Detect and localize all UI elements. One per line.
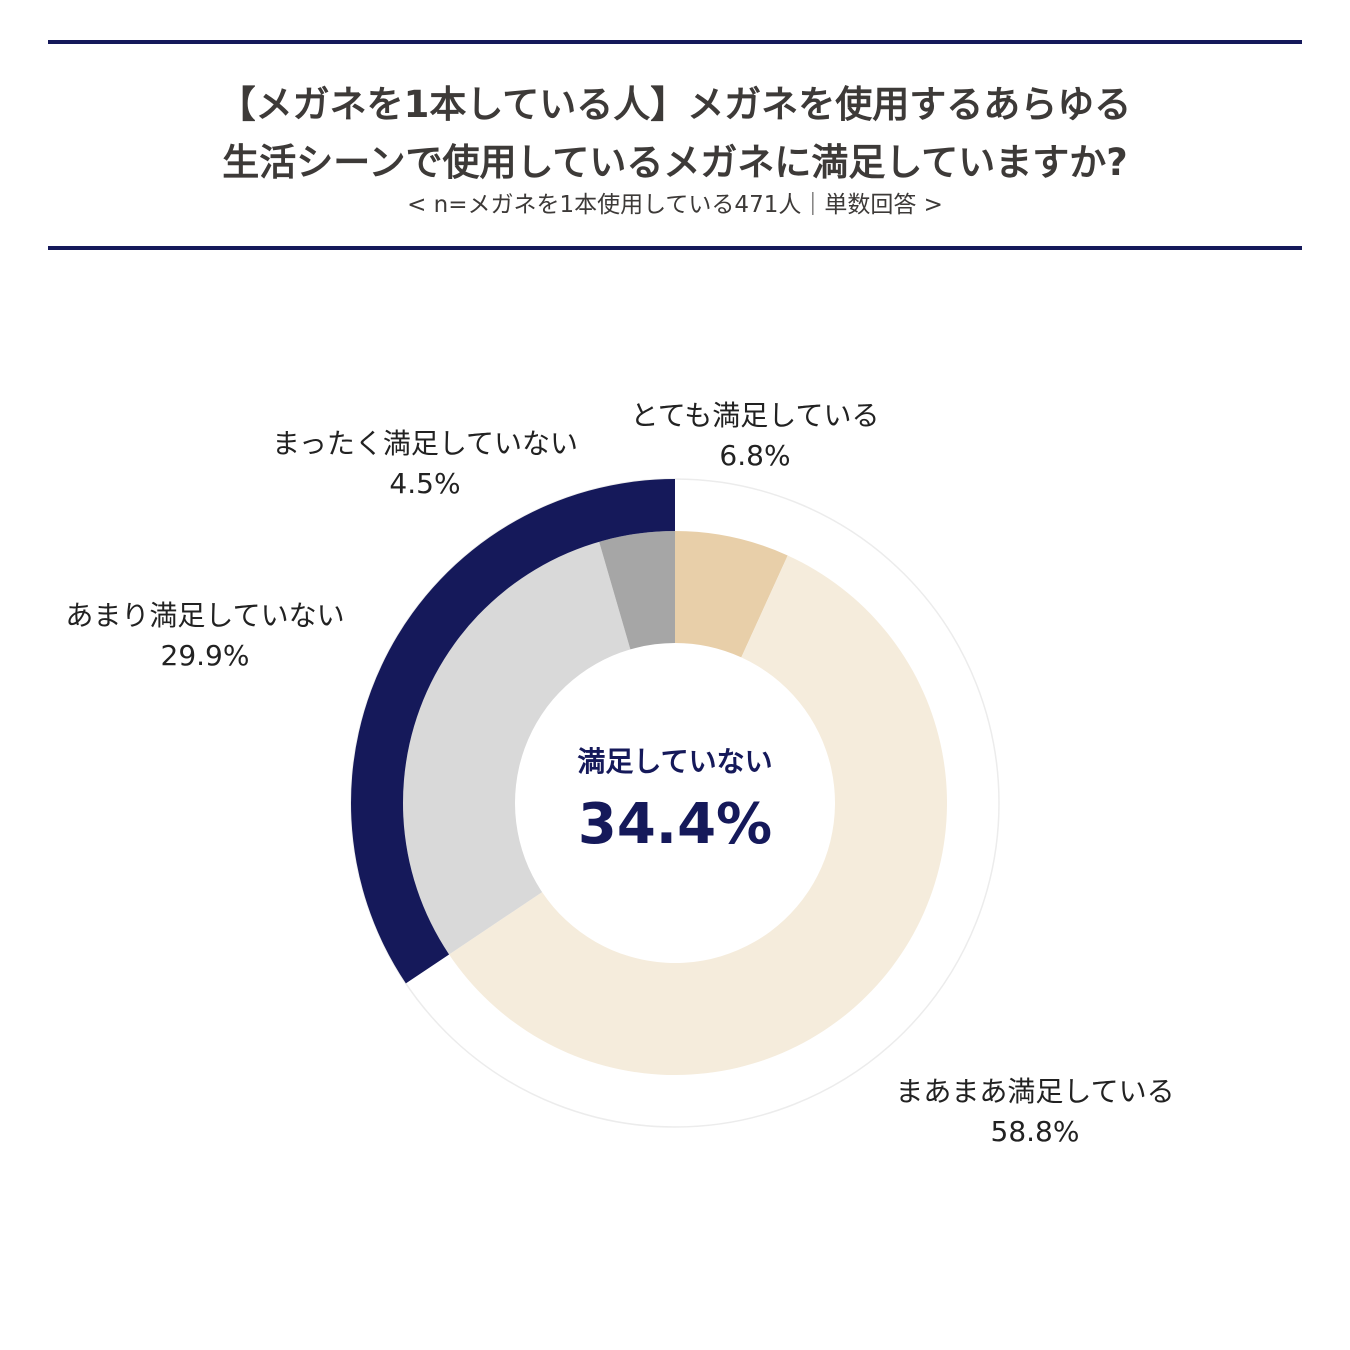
slice-label-somewhat-satisfied-name: まあまあ満足している bbox=[895, 1075, 1175, 1108]
subtitle: < n=メガネを1本使用している471人｜単数回答 > bbox=[407, 192, 943, 218]
top-rule bbox=[48, 40, 1302, 44]
slice-not-very-satisfied bbox=[403, 541, 631, 955]
slice-label-not-at-all-satisfied-value: 4.5% bbox=[389, 467, 461, 500]
title-line-1: 【メガネを1本している人】メガネを使用するあらゆる bbox=[218, 83, 1132, 126]
slice-label-not-at-all-satisfied-name: まったく満足していない bbox=[271, 427, 579, 460]
slice-label-not-very-satisfied-name: あまり満足していない bbox=[65, 599, 345, 632]
slice-somewhat-satisfied bbox=[449, 555, 948, 1075]
center-label: 満足していない bbox=[577, 745, 773, 778]
slice-label-somewhat-satisfied-value: 58.8% bbox=[990, 1115, 1080, 1148]
slice-label-not-at-all-satisfied: まったく満足していない 4.5% bbox=[240, 424, 610, 504]
center-value: 34.4% bbox=[577, 792, 773, 857]
slice-very-satisfied bbox=[675, 531, 788, 658]
slice-not-at-all-satisfied bbox=[599, 531, 675, 650]
slice-label-not-very-satisfied: あまり満足していない 29.9% bbox=[30, 596, 380, 676]
slice-label-very-satisfied-name: とても満足している bbox=[630, 399, 880, 432]
slice-label-somewhat-satisfied: まあまあ満足している 58.8% bbox=[860, 1072, 1210, 1152]
slice-label-very-satisfied: とても満足している 6.8% bbox=[600, 396, 910, 476]
title-line-2: 生活シーンで使用しているメガネに満足していますか? bbox=[222, 141, 1128, 184]
slice-label-not-very-satisfied-value: 29.9% bbox=[160, 639, 250, 672]
bottom-rule bbox=[48, 246, 1302, 250]
group-arc-not-satisfied bbox=[350, 479, 675, 984]
slice-label-very-satisfied-value: 6.8% bbox=[719, 439, 791, 472]
